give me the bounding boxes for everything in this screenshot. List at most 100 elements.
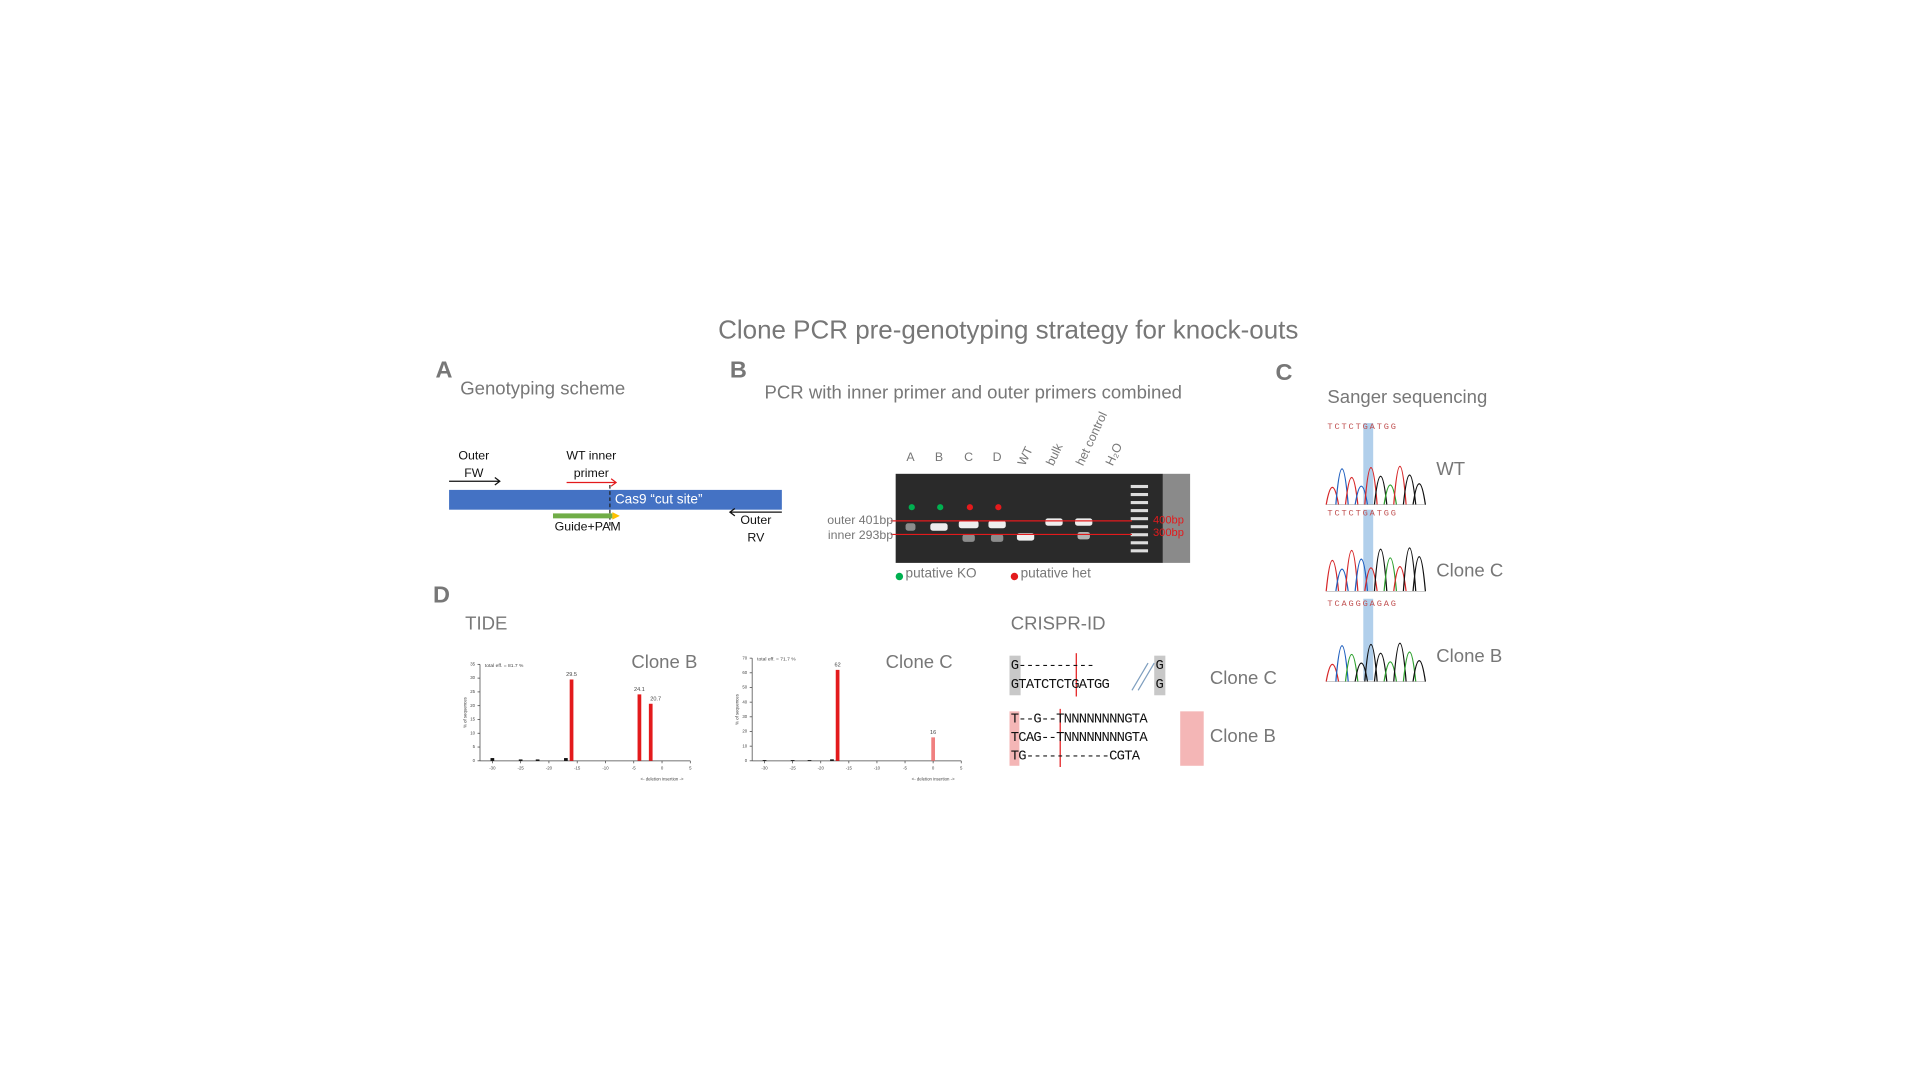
- inner-arrow: [566, 478, 618, 487]
- value-label: 62: [835, 662, 841, 668]
- x-tick-label: -25: [790, 765, 797, 770]
- label: Guide+PAM: [555, 519, 621, 533]
- x-tick-label: -5: [632, 765, 636, 770]
- figure-title: Clone PCR pre-genotyping strategy for kn…: [718, 314, 1298, 344]
- peak: [1393, 566, 1407, 592]
- clone-name: Clone B: [1210, 725, 1276, 746]
- bar: [762, 760, 767, 761]
- ko-dot: [937, 504, 944, 511]
- rv-arrow: [728, 507, 782, 517]
- y-tick-label: 20: [742, 729, 747, 734]
- label: inner 293bp: [828, 528, 893, 542]
- seq-shade: [1009, 655, 1021, 696]
- band: [990, 534, 1004, 542]
- gel-bands: [905, 484, 1149, 553]
- y-tick-label: 40: [742, 699, 747, 704]
- x-tick-label: 0: [661, 765, 664, 770]
- x-tick-label: -15: [574, 765, 581, 770]
- peak: [1325, 663, 1340, 682]
- ladder-band: [1130, 484, 1149, 489]
- label: D: [433, 581, 450, 607]
- label: A: [906, 450, 915, 464]
- y-tick-label: 30: [470, 675, 475, 680]
- label: Clone C: [1436, 559, 1503, 580]
- ladder-band: [1130, 501, 1149, 505]
- band: [905, 523, 916, 531]
- y-tick-label: 0: [745, 758, 748, 763]
- label: PCR with inner primer and outer primers …: [765, 381, 1182, 402]
- label: WT inner: [566, 449, 616, 463]
- label: putative het: [1021, 566, 1092, 581]
- bar: [637, 694, 642, 761]
- highlight: [1363, 509, 1374, 592]
- ladder-band: [1130, 549, 1149, 553]
- x-tick-label: 5: [689, 765, 692, 770]
- bar: [835, 669, 840, 761]
- ladder-band: [1130, 541, 1149, 545]
- guide-bar: [552, 513, 613, 519]
- label: B: [935, 450, 943, 464]
- peak: [1383, 661, 1398, 682]
- label: B: [730, 356, 747, 382]
- chart-name: Clone B: [631, 651, 697, 672]
- label: Clone B: [1436, 645, 1502, 666]
- band: [988, 520, 1006, 529]
- band: [1075, 518, 1093, 526]
- label: A: [435, 356, 452, 382]
- label: C: [1275, 359, 1292, 385]
- legend-dot: [895, 572, 904, 581]
- het-dot: [966, 504, 973, 511]
- label: Genotyping scheme: [460, 378, 625, 399]
- break: [1131, 662, 1155, 691]
- sequence: G: [1155, 677, 1163, 693]
- highlight: [1363, 598, 1374, 681]
- y-tick-label: 35: [470, 661, 475, 666]
- label: H₂O: [1103, 440, 1126, 467]
- bar: [490, 758, 495, 761]
- sequence: G: [1155, 658, 1163, 674]
- label: C: [964, 450, 973, 464]
- bar: [518, 759, 523, 761]
- label: 400bp: [1153, 515, 1184, 527]
- label: CRISPR-ID: [1011, 613, 1106, 634]
- x-tick-label: -15: [846, 765, 853, 770]
- sequence: TG-----------CGTA: [1011, 749, 1141, 765]
- het-dot: [995, 504, 1002, 511]
- seq-shade: [1009, 711, 1020, 766]
- bar: [569, 679, 574, 761]
- x-tick-label: -30: [761, 765, 768, 770]
- y-tick-label: 15: [470, 717, 475, 722]
- label: TCTCTGATGG: [1327, 422, 1397, 432]
- label: bulk: [1043, 441, 1066, 468]
- label: Outer: [458, 449, 489, 463]
- sequence: GTATCTCTGATGG: [1011, 677, 1110, 693]
- y-tick-label: 70: [742, 655, 747, 660]
- bar: [790, 760, 795, 761]
- x-tick-label: -25: [518, 765, 525, 770]
- label: primer: [574, 466, 609, 480]
- label: D: [993, 450, 1002, 464]
- clone-name: Clone C: [1210, 667, 1277, 688]
- chart-name: Clone C: [886, 651, 953, 672]
- y-axis-title: % of sequences: [734, 694, 739, 725]
- x-axis-title: <- deletion insertion ->: [641, 777, 684, 782]
- gel: [895, 473, 1163, 563]
- peak: [1383, 484, 1398, 505]
- y-tick-label: 5: [473, 744, 476, 749]
- chromatograms: [1325, 466, 1427, 682]
- x-tick-label: -10: [874, 765, 881, 770]
- label: TCAGGGAGAG: [1327, 599, 1397, 609]
- label: FW: [464, 466, 484, 480]
- label: RV: [747, 530, 765, 544]
- label: Outer: [740, 513, 771, 527]
- bar: [535, 759, 540, 761]
- label: WT: [1436, 458, 1465, 479]
- x-axis-title: <- deletion insertion ->: [912, 777, 955, 782]
- x-tick-label: -20: [818, 765, 825, 770]
- peak: [1335, 568, 1349, 592]
- bar: [648, 703, 653, 761]
- pam: [612, 512, 620, 520]
- sequence: T--G--TNNNNNNNNGTA: [1011, 711, 1149, 727]
- label: putative KO: [906, 566, 977, 581]
